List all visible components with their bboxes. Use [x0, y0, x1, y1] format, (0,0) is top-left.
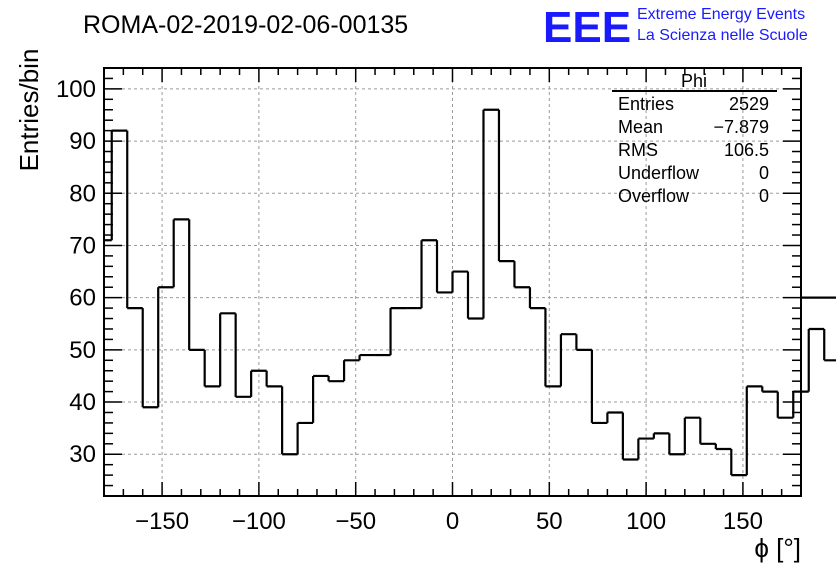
histogram-bin	[801, 296, 836, 299]
logo-line-1: Extreme Energy Events	[637, 6, 805, 23]
chart-title: ROMA-02-2019-02-06-00135	[83, 11, 408, 39]
histogram-bin	[157, 286, 174, 408]
y-tick-label: 50	[69, 337, 96, 364]
histogram-bin	[203, 349, 221, 388]
histogram-bin	[637, 437, 654, 460]
histogram-bin	[296, 421, 314, 455]
histogram-bin	[807, 327, 825, 392]
x-tick-label: 0	[446, 508, 459, 535]
histogram-bin	[219, 312, 236, 387]
x-tick-label: −150	[135, 508, 189, 535]
histogram-bin	[776, 391, 794, 419]
stats-label-entries: Entries	[618, 94, 674, 114]
histogram-bin	[559, 333, 577, 387]
histogram-bin	[482, 108, 499, 319]
stats-value-overflow: 0	[759, 186, 769, 206]
stats-title: Phi	[681, 71, 707, 91]
x-tick-label: 50	[536, 508, 563, 535]
grid	[104, 68, 801, 496]
stats-value-entries: 2529	[729, 94, 769, 114]
histogram-bin	[544, 308, 561, 388]
x-tick-label: 150	[723, 508, 763, 535]
histogram-bin	[172, 218, 190, 288]
histogram-bin	[342, 359, 360, 382]
stats-label-mean: Mean	[618, 117, 663, 137]
histogram-bin	[435, 240, 453, 294]
histogram-bin	[621, 412, 639, 461]
histogram-bin	[250, 369, 267, 397]
y-tick-label: 80	[69, 180, 96, 207]
x-tick-label: 100	[626, 508, 666, 535]
histogram-bin	[761, 386, 778, 393]
histogram	[104, 108, 836, 477]
histogram-bin	[652, 432, 670, 439]
eee-logo: EEE Extreme Energy Events La Scienza nel…	[543, 3, 808, 52]
stats-label-rms: RMS	[618, 140, 658, 160]
histogram-bin	[466, 271, 484, 320]
histogram-bin	[110, 129, 128, 241]
histogram-bin	[683, 416, 701, 455]
histogram-bin	[699, 417, 716, 445]
histogram-bin	[265, 370, 283, 388]
histogram-bin	[141, 308, 159, 409]
histogram-bin	[312, 374, 329, 423]
histogram-bin	[126, 130, 143, 310]
stats-value-rms: 106.5	[724, 140, 769, 160]
y-tick-label: 40	[69, 389, 96, 416]
x-tick-label: −100	[232, 508, 286, 535]
logo-mark: EEE	[543, 3, 631, 52]
histogram-bin	[513, 261, 530, 289]
histogram-bin	[668, 433, 685, 456]
x-tick-label: −50	[335, 508, 376, 535]
logo-line-2: La Scienza nelle Scuole	[637, 27, 808, 44]
histogram-bin	[188, 219, 205, 351]
histogram-bin	[528, 287, 546, 310]
x-axis-label: ϕ [°]	[754, 533, 801, 563]
y-tick-label: 90	[69, 128, 96, 155]
histogram-bin	[575, 334, 592, 351]
histogram-bin	[358, 353, 376, 361]
stats-value-mean: −7.879	[713, 117, 769, 137]
histogram-bin	[497, 109, 515, 263]
histogram-bin	[590, 349, 608, 425]
y-axis-label: Entries/bin	[14, 49, 44, 172]
histogram-bin	[234, 313, 252, 398]
histogram-bin	[420, 239, 438, 309]
histogram-bin	[389, 306, 407, 356]
stats-box: Phi Entries 2529 Mean −7.879 RMS 106.5 U…	[612, 71, 777, 206]
stats-label-overflow: Overflow	[618, 186, 690, 206]
histogram-bin	[823, 328, 836, 362]
histogram-bin	[327, 375, 345, 383]
histogram-bin	[745, 385, 763, 476]
y-tick-label: 60	[69, 285, 96, 312]
y-tick-label: 70	[69, 232, 96, 259]
histogram-bin	[730, 449, 747, 477]
histogram-bin	[451, 270, 468, 293]
axis-ticks: −150 −100 −50 0 50 100 150 30 40 50 60 70 80 90 100	[56, 68, 801, 535]
y-tick-label: 100	[56, 76, 96, 103]
stats-label-underflow: Underflow	[618, 163, 700, 183]
stats-value-underflow: 0	[759, 163, 769, 183]
histogram-bin	[714, 443, 732, 451]
histogram-bin	[281, 386, 298, 456]
y-tick-label: 30	[69, 441, 96, 468]
histogram-bin	[606, 411, 623, 423]
